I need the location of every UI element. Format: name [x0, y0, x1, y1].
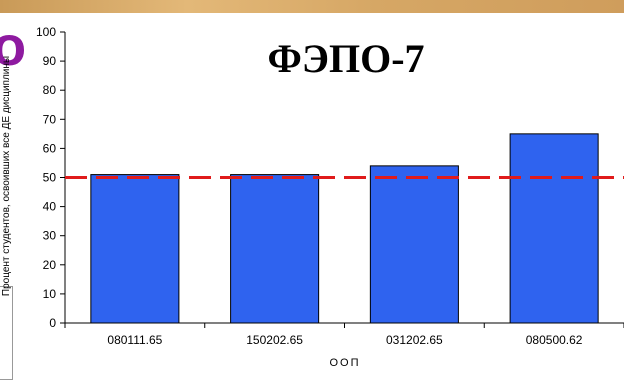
top-decor-strip: [0, 0, 624, 13]
bar: [230, 174, 320, 324]
x-axis: 080111.65 150202.65 031202.65 080500.62: [64, 322, 624, 347]
bars: [90, 133, 599, 324]
x-category-label: 031202.65: [386, 333, 443, 347]
y-tick-label: 40: [43, 200, 57, 214]
y-tick-label: 80: [43, 83, 57, 97]
bar: [509, 133, 599, 324]
x-category-label: 080111.65: [107, 333, 162, 347]
x-category-label: 080500.62: [526, 333, 583, 347]
bar: [369, 165, 459, 324]
y-tick-label: 100: [36, 25, 56, 39]
y-tick-label: 10: [43, 287, 57, 301]
x-axis-label: ООП: [329, 357, 360, 369]
y-tick-label: 50: [43, 171, 57, 185]
chart-title: ФЭПО-7: [267, 36, 424, 81]
y-tick-label: 70: [43, 112, 57, 126]
y-tick-label: 20: [43, 258, 57, 272]
y-axis: 0 10 20 30 40 50 60 70 80 90 100: [36, 25, 66, 330]
y-tick-label: 90: [43, 54, 57, 68]
y-tick-label: 30: [43, 229, 57, 243]
x-category-label: 150202.65: [246, 333, 303, 347]
edge-letter-fragment: о: [0, 14, 27, 77]
y-tick-label: 60: [43, 141, 57, 155]
y-axis-label: Процент студентов, освоивших все ДЕ дисц…: [1, 56, 12, 296]
bar: [90, 174, 180, 324]
y-tick-label: 0: [49, 316, 56, 330]
